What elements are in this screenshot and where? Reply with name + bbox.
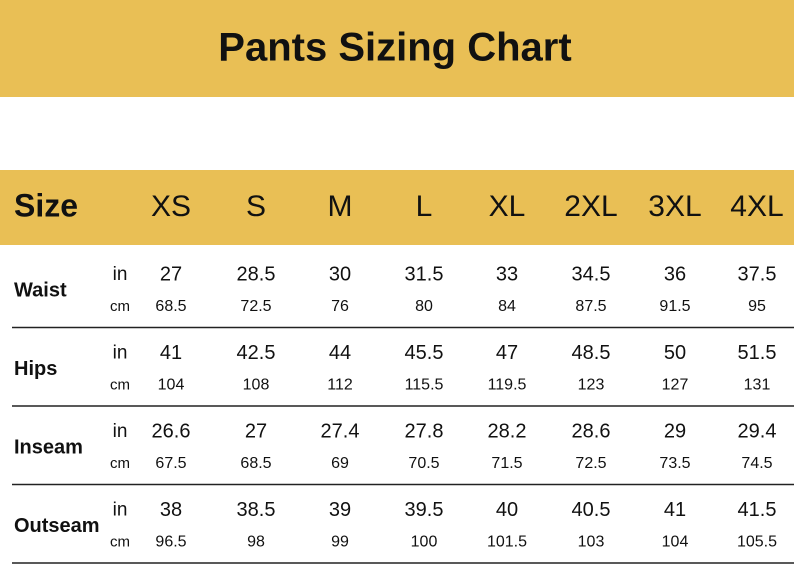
cell-value: 28.5 xyxy=(237,263,276,285)
unit: cm xyxy=(110,298,130,315)
cell-value: 100 xyxy=(411,534,438,551)
cell-value: 41.5 xyxy=(738,499,777,521)
cell-value: 26.6 xyxy=(152,420,191,442)
header-cell: Size xyxy=(14,187,78,223)
cell-value: 123 xyxy=(578,377,605,394)
cell-value: 41 xyxy=(664,499,686,521)
cell-value: 27.4 xyxy=(321,420,360,442)
cell-value: 33 xyxy=(496,263,518,285)
header-cell: 3XL xyxy=(648,190,701,223)
cell-value: 36 xyxy=(664,263,686,285)
row-label: Waist xyxy=(14,279,67,301)
cell-value: 131 xyxy=(744,377,771,394)
unit: in xyxy=(113,343,128,364)
cell-value: 37.5 xyxy=(738,263,777,285)
cell-value: 72.5 xyxy=(575,455,606,472)
unit: cm xyxy=(110,533,130,550)
unit: in xyxy=(113,421,128,442)
unit: cm xyxy=(110,376,130,393)
unit: in xyxy=(113,500,128,521)
cell-value: 104 xyxy=(158,377,185,394)
cell-value: 29.4 xyxy=(738,420,777,442)
header-cell: S xyxy=(246,190,266,223)
cell-value: 68.5 xyxy=(155,298,186,315)
header-cell: 4XL xyxy=(730,190,783,223)
cell-value: 38.5 xyxy=(237,499,276,521)
cell-value: 105.5 xyxy=(737,534,777,551)
cell-value: 68.5 xyxy=(240,455,271,472)
cell-value: 41 xyxy=(160,342,182,364)
unit: cm xyxy=(110,455,130,472)
cell-value: 99 xyxy=(331,534,349,551)
cell-value: 127 xyxy=(662,377,689,394)
header-cell: XL xyxy=(489,190,526,223)
cell-value: 115.5 xyxy=(405,377,444,394)
header-cell: XS xyxy=(151,190,191,223)
cell-value: 34.5 xyxy=(572,263,611,285)
cell-value: 91.5 xyxy=(659,298,690,315)
cell-value: 27 xyxy=(245,420,267,442)
cell-value: 30 xyxy=(329,263,351,285)
row-label: Inseam xyxy=(14,436,83,458)
cell-value: 103 xyxy=(578,534,605,551)
cell-value: 38 xyxy=(160,499,182,521)
cell-value: 27 xyxy=(160,263,182,285)
header-cell: 2XL xyxy=(564,190,617,223)
cell-value: 74.5 xyxy=(741,455,772,472)
cell-value: 51.5 xyxy=(738,342,777,364)
cell-value: 104 xyxy=(662,534,689,551)
cell-value: 42.5 xyxy=(237,342,276,364)
header-band xyxy=(0,170,794,245)
cell-value: 69 xyxy=(331,455,349,472)
cell-value: 70.5 xyxy=(408,455,439,472)
cell-value: 119.5 xyxy=(488,377,527,394)
cell-value: 72.5 xyxy=(240,298,271,315)
cell-value: 108 xyxy=(243,377,270,394)
cell-value: 96.5 xyxy=(155,534,186,551)
row-label: Outseam xyxy=(14,515,100,537)
header-cell: L xyxy=(416,190,433,223)
cell-value: 87.5 xyxy=(575,298,606,315)
cell-value: 28.6 xyxy=(572,420,611,442)
cell-value: 40.5 xyxy=(572,499,611,521)
header-cell: M xyxy=(328,190,353,223)
cell-value: 84 xyxy=(498,298,516,315)
title-band xyxy=(0,0,794,97)
cell-value: 44 xyxy=(329,342,351,364)
cell-value: 29 xyxy=(664,420,686,442)
unit: in xyxy=(113,264,128,285)
cell-value: 28.2 xyxy=(488,420,527,442)
cell-value: 27.8 xyxy=(405,420,444,442)
cell-value: 45.5 xyxy=(405,342,444,364)
cell-value: 40 xyxy=(496,499,518,521)
cell-value: 112 xyxy=(327,377,353,394)
cell-value: 76 xyxy=(331,298,349,315)
cell-value: 98 xyxy=(247,534,265,551)
cell-value: 73.5 xyxy=(659,455,690,472)
row-label: Hips xyxy=(14,358,57,380)
cell-value: 67.5 xyxy=(155,455,186,472)
cell-value: 31.5 xyxy=(405,263,444,285)
cell-value: 101.5 xyxy=(487,534,527,551)
cell-value: 48.5 xyxy=(572,342,611,364)
cell-value: 39 xyxy=(329,499,351,521)
cell-value: 47 xyxy=(496,342,518,364)
cell-value: 80 xyxy=(415,298,433,315)
cell-value: 39.5 xyxy=(405,499,444,521)
cell-value: 71.5 xyxy=(491,455,522,472)
cell-value: 50 xyxy=(664,342,686,364)
title: Pants Sizing Chart xyxy=(218,26,571,70)
cell-value: 95 xyxy=(748,298,766,315)
